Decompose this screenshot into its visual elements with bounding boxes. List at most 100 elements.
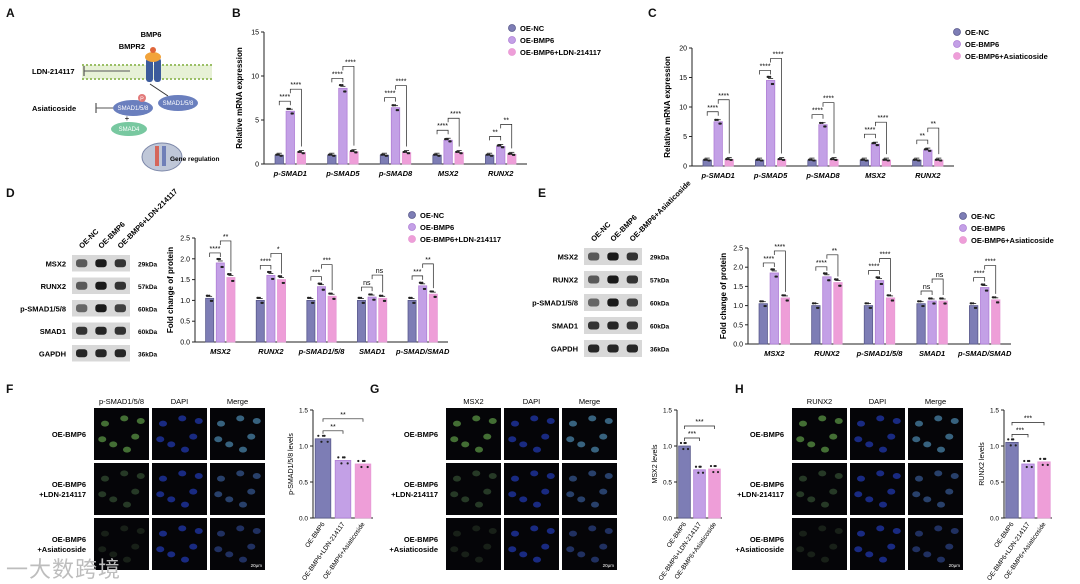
significance-label: **: [931, 121, 937, 128]
cell-nucleus: [225, 441, 234, 448]
cell-nucleus: [214, 546, 223, 553]
cell-nucleus: [450, 491, 459, 498]
cell-nucleus: [109, 551, 118, 558]
cell-nucleus: [530, 525, 539, 532]
cell-nucleus: [214, 436, 223, 443]
data-point: [1010, 438, 1014, 441]
data-point: [814, 302, 817, 305]
cell-nucleus: [98, 546, 107, 553]
significance-label: ****: [760, 63, 771, 70]
data-point: [333, 154, 336, 157]
bar: [822, 276, 832, 345]
significance-label: ****: [437, 123, 448, 130]
significance-label: ****: [816, 260, 827, 267]
cell-nucleus: [887, 433, 896, 440]
cell-nucleus: [101, 475, 109, 482]
data-point: [833, 278, 837, 281]
y-tick-label: 1.0: [733, 303, 743, 310]
bar: [401, 152, 412, 165]
cell-nucleus: [588, 415, 597, 422]
data-point: [839, 284, 842, 287]
if-column-label: Merge: [227, 397, 248, 406]
cell-nucleus: [247, 543, 256, 550]
data-point: [865, 159, 869, 162]
significance-label: **: [492, 129, 498, 136]
cell-nucleus: [818, 470, 827, 477]
nucleus-icon: [141, 142, 183, 172]
if-image: [562, 408, 617, 460]
scale-bar-label: 20μm: [603, 563, 615, 568]
y-tick-label: 0.0: [299, 516, 308, 523]
data-point: [333, 297, 336, 301]
data-point: [929, 149, 932, 152]
x-tick-label: MSX2: [438, 169, 459, 178]
data-point: [446, 138, 449, 141]
data-point: [876, 144, 880, 147]
x-tick-label: p-SMAD1: [273, 169, 307, 178]
chart-e: 0.0 0.5 1.0 1.5 2.0 2.5 Fold change of protein…: [719, 244, 1012, 358]
data-point: [1025, 465, 1028, 469]
data-point: [320, 440, 323, 443]
data-point: [730, 158, 733, 161]
data-point: [261, 301, 264, 304]
data-point: [930, 297, 933, 300]
data-point: [258, 296, 261, 300]
y-tick-label: 1.0: [299, 444, 308, 451]
cell-nucleus: [178, 525, 187, 532]
blot-band: [607, 298, 619, 307]
data-point: [435, 153, 438, 156]
bar: [811, 305, 821, 345]
y-axis-label: Fold change of protein: [719, 253, 728, 339]
if-image: [94, 463, 149, 515]
legend-marker: [953, 40, 961, 48]
legend-label: OE-BMP6+Asiaticoside: [971, 236, 1054, 245]
bar: [980, 287, 990, 345]
if-column-label: MSX2: [463, 397, 483, 406]
cell-nucleus: [546, 418, 555, 424]
bar: [708, 468, 721, 519]
cell-nucleus: [508, 546, 517, 553]
legend-label: OE-NC: [965, 28, 990, 37]
data-point: [410, 296, 413, 300]
data-point: [340, 462, 343, 465]
data-point: [873, 142, 877, 145]
blot-band: [626, 344, 638, 353]
data-point: [221, 265, 224, 269]
data-point: [807, 158, 811, 161]
bar: [407, 299, 417, 343]
blot-band: [626, 321, 638, 330]
cell-nucleus: [923, 441, 932, 448]
blot-band: [76, 326, 88, 335]
data-point: [346, 462, 349, 465]
data-point: [322, 288, 326, 291]
cell-nucleus: [450, 436, 459, 443]
significance-label: ***: [1024, 415, 1032, 422]
data-point: [824, 125, 827, 128]
significance-label: ****: [290, 82, 301, 89]
if-row-label: OE-BMP6: [52, 535, 86, 544]
x-tick-label: RUNX2: [258, 347, 284, 356]
bar: [927, 300, 937, 345]
cell-nucleus: [194, 528, 203, 534]
significance-label: ***: [695, 419, 703, 426]
significance-label: ****: [345, 59, 356, 66]
y-tick-label: 1.5: [663, 408, 672, 415]
y-tick-label: 0.5: [299, 480, 308, 487]
significance-label: ****: [279, 94, 290, 101]
chart-f: 0.00.51.01.5p-SMAD1/5/8 levelsOE-BMP6OE-…: [288, 408, 373, 582]
cell-nucleus: [159, 420, 167, 427]
cell-nucleus: [156, 491, 165, 498]
bar: [314, 438, 332, 519]
bar: [833, 282, 843, 345]
cell-nucleus: [541, 488, 550, 495]
data-point: [813, 159, 816, 162]
cell-nucleus: [950, 528, 959, 534]
cell-nucleus: [488, 418, 497, 424]
cell-nucleus: [123, 446, 131, 453]
data-point: [402, 150, 405, 154]
blot-band: [76, 349, 88, 358]
bar: [418, 285, 428, 343]
legend-label: OE-BMP6+LDN-214117: [420, 235, 501, 244]
blot-band: [626, 275, 638, 284]
data-point: [413, 301, 416, 304]
